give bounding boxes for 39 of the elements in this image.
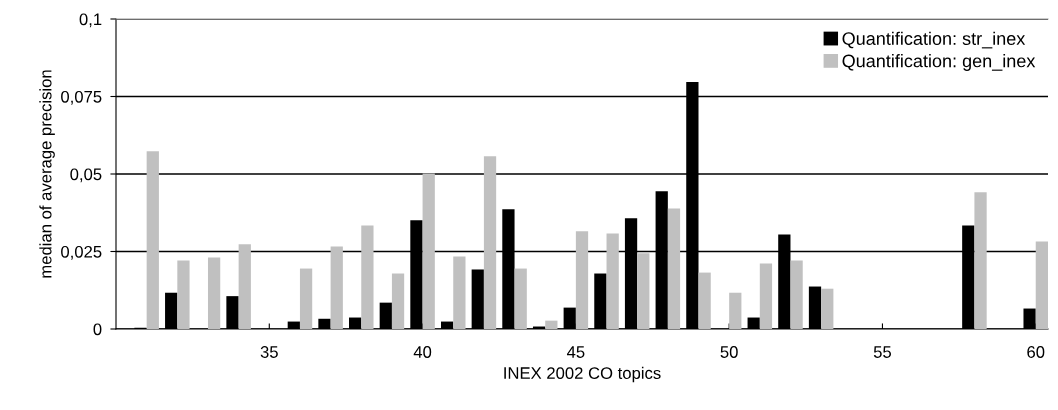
bar <box>146 151 159 329</box>
bar <box>759 263 773 329</box>
bar <box>299 268 313 329</box>
bar <box>606 233 619 329</box>
bar <box>330 246 343 329</box>
bar <box>637 253 650 329</box>
x-tick-label: 35 <box>260 346 278 358</box>
y-tick-label: 0,05 <box>70 168 102 183</box>
x-axis-title: INEX 2002 CO topics <box>504 366 661 383</box>
x-tick-label: 60 <box>1027 346 1045 358</box>
legend-label: Quantification: gen_inex <box>842 54 1036 71</box>
bar <box>821 288 834 329</box>
bar <box>422 173 435 329</box>
bar <box>483 156 497 329</box>
x-tick-label: 55 <box>873 346 892 358</box>
bar <box>177 260 190 329</box>
bar <box>698 272 711 329</box>
x-tick-label: 50 <box>720 346 738 358</box>
bar <box>729 292 742 329</box>
bar <box>238 244 251 329</box>
bar <box>575 231 589 329</box>
bar <box>1035 241 1048 329</box>
bar <box>974 192 987 329</box>
legend-label: Quantification: str_inex <box>842 31 1026 49</box>
bar <box>790 260 803 329</box>
y-tick-label: 0,075 <box>61 90 102 105</box>
bar <box>361 225 374 329</box>
y-axis-title: median of average precision <box>39 70 55 278</box>
y-tick-label: 0 <box>93 323 102 336</box>
x-tick-label: 45 <box>566 346 585 358</box>
x-tick-label: 40 <box>413 346 432 358</box>
bar <box>391 273 405 329</box>
bar <box>514 268 527 329</box>
bar <box>667 208 681 329</box>
bar <box>453 256 466 329</box>
bar <box>207 257 221 329</box>
bar <box>545 320 558 329</box>
y-tick-label: 0,1 <box>79 13 102 28</box>
y-tick-label: 0,025 <box>61 245 102 260</box>
